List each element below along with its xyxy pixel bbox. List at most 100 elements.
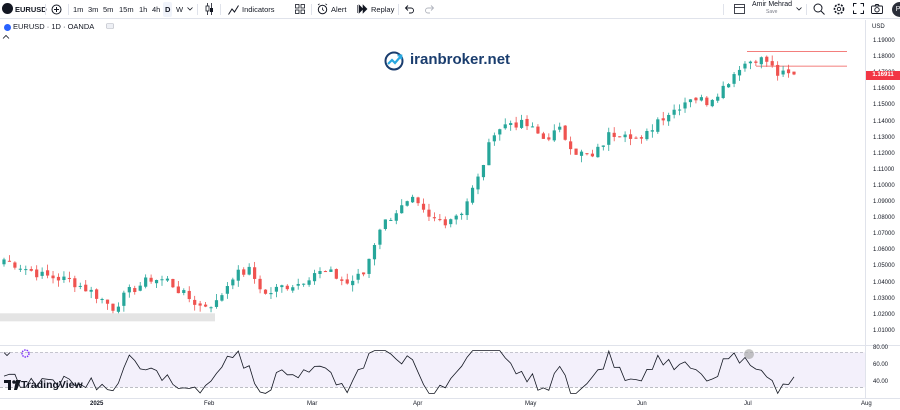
candle-body	[383, 219, 387, 230]
tradingview-logo-text: TradingView	[21, 379, 83, 391]
toolbar-divider	[806, 4, 807, 15]
templates-icon[interactable]	[295, 4, 305, 14]
chevron-up-icon[interactable]	[2, 33, 10, 41]
candle-body	[182, 290, 186, 294]
symbol-logo-icon	[2, 3, 13, 14]
chevron-down-icon[interactable]	[187, 7, 193, 11]
candle-body	[498, 129, 502, 135]
candle-body	[400, 205, 404, 214]
candle-body	[792, 71, 796, 75]
toolbar-divider	[220, 4, 221, 15]
chevron-down-icon[interactable]	[3, 350, 11, 358]
candle-body	[776, 64, 780, 76]
candle-body	[558, 126, 562, 130]
settings-gear-icon[interactable]	[833, 3, 845, 15]
pane-divider[interactable]	[0, 345, 900, 346]
candle-body	[193, 299, 197, 305]
tradingview-logo[interactable]: TradingView	[4, 379, 83, 391]
candle-body	[727, 84, 731, 88]
candle-body	[694, 97, 698, 101]
candle-body	[198, 303, 202, 306]
camera-icon[interactable]	[871, 4, 883, 14]
candle-body	[209, 307, 213, 309]
redo-icon[interactable]	[425, 5, 435, 14]
compare-symbol-icon[interactable]	[51, 4, 62, 15]
candle-body	[639, 137, 644, 139]
candle-body	[312, 273, 317, 282]
alarm-clock-icon[interactable]	[317, 3, 328, 15]
timeframe-1m[interactable]: 1m	[73, 5, 84, 14]
oscillator-axis[interactable]: 80.00 60.00 40.00	[865, 345, 900, 398]
timeframe-5m[interactable]: 5m	[103, 5, 114, 14]
candle-body	[149, 277, 153, 282]
indicators-icon[interactable]	[228, 4, 239, 15]
price-chart[interactable]	[0, 20, 865, 345]
price-axis-label: 1.11000	[873, 166, 895, 173]
candle-body	[372, 244, 377, 260]
candle-body	[100, 299, 104, 301]
chevron-down-icon[interactable]	[796, 7, 802, 11]
replay-icon[interactable]	[357, 4, 369, 14]
candle-body	[552, 130, 556, 141]
undo-icon[interactable]	[404, 5, 414, 14]
fullscreen-icon[interactable]	[853, 3, 864, 14]
candle-body	[78, 285, 82, 287]
candle-body	[116, 306, 121, 312]
top-toolbar: EURUSD 1m 3m 5m 15m 1h 4h D W Indicators…	[0, 0, 900, 19]
candle-body	[351, 280, 355, 286]
price-axis-label: 1.03000	[873, 295, 895, 302]
candle-body	[721, 85, 725, 99]
candle-body	[781, 70, 785, 75]
timeframe-w[interactable]: W	[176, 5, 184, 14]
candle-body	[242, 269, 246, 275]
candle-body	[84, 284, 88, 292]
legend-symbol-title[interactable]: EURUSD · 1D · OANDA	[13, 22, 95, 31]
price-axis-label: 1.01000	[873, 327, 895, 334]
candle-style-icon[interactable]	[205, 3, 214, 15]
candle-body	[541, 133, 545, 139]
candle-body	[405, 201, 409, 206]
candle-body	[748, 61, 753, 64]
candle-body	[340, 279, 344, 281]
timeframe-d[interactable]: D	[163, 2, 173, 17]
timeframe-15m[interactable]: 15m	[119, 5, 134, 14]
candle-body	[394, 213, 398, 221]
oscillator-line	[3, 349, 795, 395]
symbol-search-button[interactable]: EURUSD	[15, 5, 47, 14]
eye-icon[interactable]	[106, 22, 114, 30]
toolbar-divider	[68, 4, 69, 15]
candle-body	[481, 165, 486, 178]
candle-body	[705, 97, 709, 106]
quick-search-icon[interactable]	[813, 3, 825, 15]
indicator-logo-icon[interactable]	[21, 349, 30, 358]
timeframe-1h[interactable]: 1h	[139, 5, 148, 14]
candle-body	[661, 118, 665, 121]
candle-body	[737, 69, 742, 76]
user-name[interactable]: Amir Mehrad	[752, 1, 793, 8]
candle-body	[154, 279, 159, 284]
replay-button[interactable]: Replay	[371, 5, 395, 14]
avatar[interactable]: Pu	[892, 2, 900, 17]
candle-body	[302, 283, 306, 285]
timeframe-3m[interactable]: 3m	[88, 5, 99, 14]
candle-body	[18, 268, 22, 270]
alert-button[interactable]: Alert	[331, 5, 347, 14]
candle-body	[514, 122, 518, 128]
price-axis[interactable]: 1.190001.180001.170001.160001.150001.140…	[865, 20, 900, 346]
time-axis-label: Aug	[861, 401, 872, 407]
candle-body	[470, 187, 475, 203]
indicators-button[interactable]: Indicators	[242, 5, 275, 14]
time-axis[interactable]: 2025 Feb Mar Apr May Jun Jul Aug	[0, 398, 900, 410]
timeframe-4h[interactable]: 4h	[152, 5, 161, 14]
candle-body	[329, 269, 333, 272]
candle-body	[56, 276, 61, 281]
oscillator-pane[interactable]	[0, 346, 865, 398]
candle-body	[786, 69, 791, 74]
support-zone[interactable]	[0, 313, 215, 322]
layout-icon[interactable]	[734, 4, 745, 14]
candle-body	[650, 130, 654, 132]
time-axis-label: Jun	[637, 401, 647, 407]
candle-body	[236, 269, 240, 281]
save-status[interactable]: Save	[766, 9, 778, 15]
time-axis-label: Apr	[413, 401, 423, 407]
